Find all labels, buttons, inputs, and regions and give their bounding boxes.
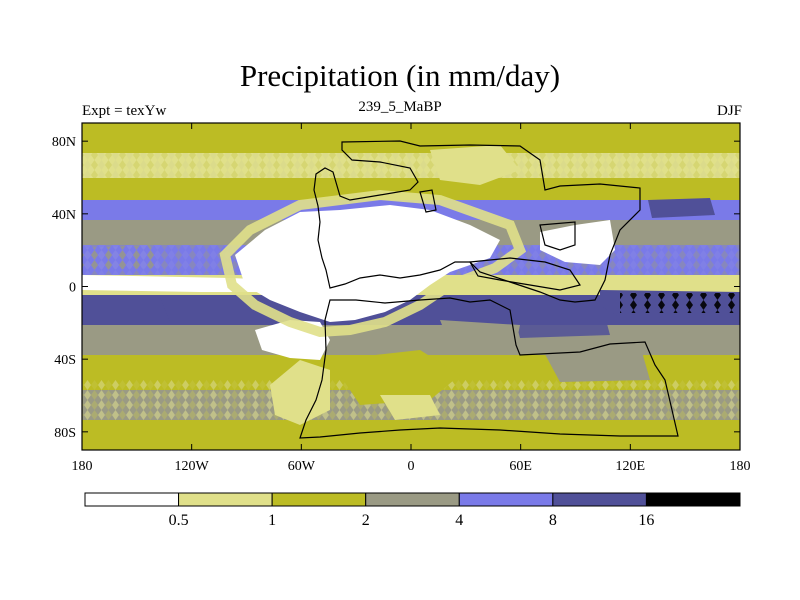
experiment-label: Expt = texYw — [82, 103, 167, 119]
lon-tick-label: 180 — [730, 459, 751, 474]
season-label: DJF — [716, 103, 742, 119]
precipitation-field — [82, 123, 740, 450]
latitude-axis: 80N 40N 0 40S 80S — [52, 135, 740, 441]
lat-tick-label: 80S — [54, 426, 76, 441]
colorbar-label: 8 — [549, 512, 557, 529]
colorbar-label: 4 — [455, 512, 463, 529]
colorbar-swatch — [458, 492, 554, 507]
inland-sea-outline — [469, 257, 581, 291]
arid-asia-core — [540, 220, 615, 265]
lat-tick-label: 40S — [54, 353, 76, 368]
lon-tick-label: 180 — [72, 459, 93, 474]
lat-tick-label: 40N — [52, 208, 76, 223]
longitude-axis: 180 120W 60W 0 60E 120E 180 — [72, 123, 751, 474]
colorbar-label: 2 — [362, 512, 370, 529]
island-outline — [419, 189, 437, 213]
lat-tick-label: 0 — [69, 281, 76, 296]
colorbar-swatch — [178, 492, 273, 507]
coastline-outlines — [299, 140, 679, 439]
lon-tick-label: 60E — [509, 459, 532, 474]
colorbar-swatch — [365, 492, 460, 507]
colorbar-swatch — [271, 492, 367, 507]
colorbar-swatch — [645, 492, 741, 507]
colorbar-label: 0.5 — [169, 512, 189, 529]
continent-outline-south — [299, 297, 679, 439]
page-title: Precipitation (in mm/day) — [239, 58, 561, 93]
colorbar-swatch — [84, 492, 180, 507]
lon-tick-label: 0 — [408, 459, 415, 474]
lon-tick-label: 120E — [616, 459, 646, 474]
arid-north-core — [235, 205, 500, 322]
colorbar-label: 16 — [638, 512, 654, 529]
continent-outline-north — [313, 140, 641, 303]
colorbar: 0.5 1 2 4 8 16 — [84, 492, 741, 529]
lon-tick-label: 60W — [288, 459, 316, 474]
lat-tick-label: 80N — [52, 135, 76, 150]
colorbar-swatch — [552, 492, 647, 507]
inland-basin-outline — [539, 221, 576, 251]
period-label: 239_5_MaBP — [358, 99, 442, 115]
colorbar-label: 1 — [268, 512, 276, 529]
lon-tick-label: 120W — [175, 459, 210, 474]
